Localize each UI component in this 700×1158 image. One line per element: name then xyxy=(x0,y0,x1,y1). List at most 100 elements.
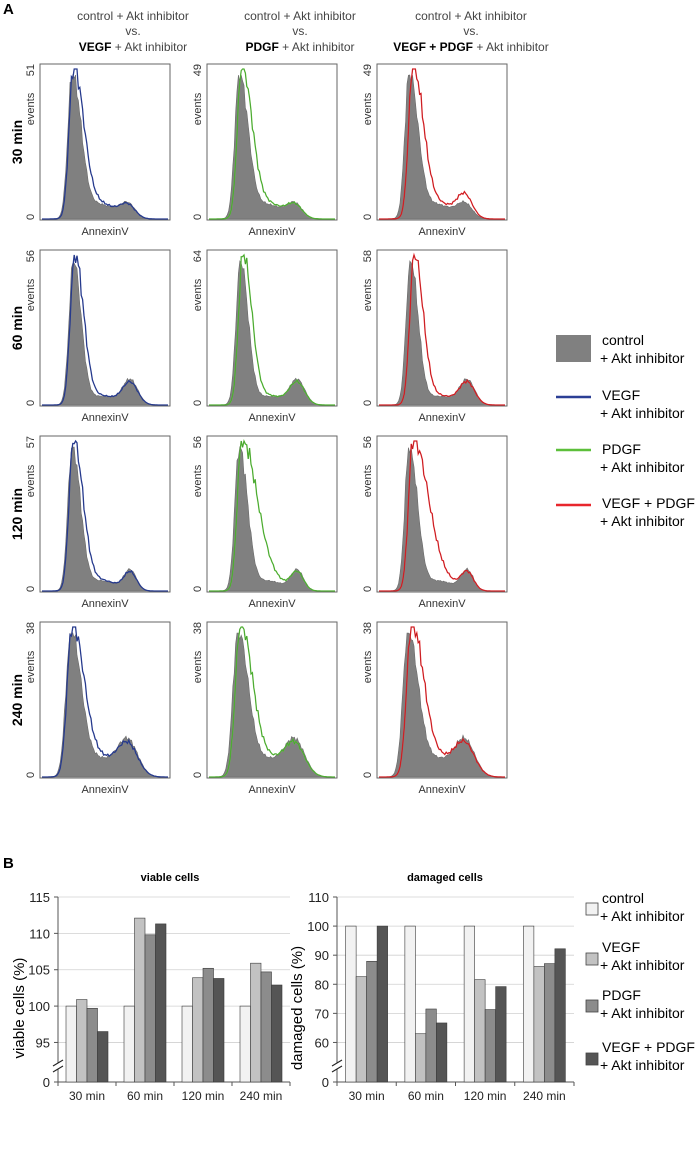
histogram-panel: events 58 0 AnnexinV xyxy=(362,249,508,424)
x-axis-label: AnnexinV xyxy=(248,412,296,424)
x-tick-label: 120 min xyxy=(464,1089,507,1103)
histogram-panel: events 56 0 AnnexinV xyxy=(25,249,171,424)
y-zero-tick: 0 xyxy=(192,586,204,592)
y-zero-tick: 0 xyxy=(25,586,37,592)
x-tick-label: 240 min xyxy=(523,1089,566,1103)
panel-b-legend: control + Akt inhibitor VEGF + Akt inhib… xyxy=(585,890,695,1073)
y-max-tick: 56 xyxy=(192,436,204,448)
damaged-chart-title: damaged cells xyxy=(407,872,483,884)
bar xyxy=(474,979,486,1083)
y-axis-label: events xyxy=(192,92,204,125)
x-tick-label: 30 min xyxy=(349,1089,385,1103)
legend-swatch-vegf-pdgf xyxy=(585,1052,599,1066)
column-header-line1: control + Akt inhibitor xyxy=(244,9,356,23)
legend-item-control: control + Akt inhibitor xyxy=(556,332,685,366)
y-max-tick: 38 xyxy=(25,622,37,634)
bar xyxy=(533,966,545,1083)
bar xyxy=(415,1033,427,1083)
bar xyxy=(239,1005,251,1083)
legend-label-line2: + Akt inhibitor xyxy=(600,513,685,529)
x-axis-label: AnnexinV xyxy=(418,784,466,796)
legend-item-vegf: VEGF + Akt inhibitor xyxy=(556,387,685,421)
y-zero-tick: 0 xyxy=(362,400,374,406)
bar xyxy=(463,925,475,1083)
legend-item-vegf-pdgf: VEGF + PDGF + Akt inhibitor xyxy=(585,1039,695,1073)
x-axis-label: AnnexinV xyxy=(81,412,129,424)
y-axis-label: events xyxy=(362,650,374,683)
histogram-frame xyxy=(376,435,508,593)
y-max-tick: 56 xyxy=(362,436,374,448)
damaged-cells-chart: 0 60 70 80 90 100 110 30 min 60 min 120 min 240 mi… xyxy=(307,890,575,1103)
x-axis-label: AnnexinV xyxy=(418,412,466,424)
histogram-panel: events 38 0 AnnexinV xyxy=(362,621,508,796)
y-tick-label: 110 xyxy=(308,890,329,905)
legend-label-line2: + Akt inhibitor xyxy=(600,350,685,366)
y-tick-label: 90 xyxy=(315,948,329,963)
treatment-histogram-line-shadow xyxy=(379,254,505,406)
x-axis-label: AnnexinV xyxy=(418,598,466,610)
y-tick-label: 115 xyxy=(29,890,50,905)
y-max-tick: 49 xyxy=(192,64,204,76)
y-zero-tick: 0 xyxy=(362,772,374,778)
y-zero-tick: 0 xyxy=(25,772,37,778)
treatment-histogram-line-shadow xyxy=(209,626,335,778)
histogram-frame xyxy=(376,621,508,779)
viable-chart-title: viable cells xyxy=(141,872,200,884)
bar xyxy=(65,1005,77,1083)
treatment-histogram-line-shadow xyxy=(42,254,168,406)
treatment-histogram-line-shadow xyxy=(209,440,335,592)
histogram-panel: events 49 0 AnnexinV xyxy=(362,63,508,238)
y-zero-tick: 0 xyxy=(192,772,204,778)
viable-cells-chart: 0 95 100 105 110 115 30 min 60 min 120 min 240 mi… xyxy=(28,890,291,1103)
legend-item-vegf-pdgf: VEGF + PDGF + Akt inhibitor xyxy=(556,495,695,529)
y-zero-tick: 0 xyxy=(192,400,204,406)
axis-break-mark xyxy=(331,1065,343,1073)
treatment-histogram-line-shadow xyxy=(42,68,168,220)
histogram-panel: events 51 0 AnnexinV xyxy=(25,63,171,238)
y-tick-label: 80 xyxy=(315,977,329,992)
histogram-frame xyxy=(39,63,171,221)
legend-label-line2: + Akt inhibitor xyxy=(600,459,685,475)
bar xyxy=(181,1005,193,1083)
column-header-pdgf: control + Akt inhibitor vs. PDGF + Akt i… xyxy=(244,9,356,54)
y-axis-label: events xyxy=(362,278,374,311)
treatment-histogram-line-shadow xyxy=(379,440,505,592)
panel-a-legend: control + Akt inhibitor VEGF + Akt inhib… xyxy=(556,332,695,529)
panel-b-bar-charts: 0 95 100 105 110 115 30 min 60 min 120 min 240 mi… xyxy=(28,890,575,1103)
y-tick-label: 0 xyxy=(322,1075,329,1090)
y-axis-label: events xyxy=(362,464,374,497)
bar xyxy=(554,948,566,1083)
bar xyxy=(260,971,272,1083)
legend-label-line1: VEGF + PDGF xyxy=(602,1039,695,1055)
y-axis-label: events xyxy=(192,278,204,311)
y-max-tick: 57 xyxy=(25,436,37,448)
bar xyxy=(436,1022,448,1083)
panel-a-histograms: events510AnnexinVevents490AnnexinVevents… xyxy=(25,63,508,796)
histogram-panel: events 56 0 AnnexinV xyxy=(362,435,508,610)
y-tick-label: 95 xyxy=(36,1035,50,1050)
column-header-line3: VEGF + PDGF + Akt inhibitor xyxy=(393,40,548,54)
bar xyxy=(86,1007,98,1083)
x-tick-label: 240 min xyxy=(240,1089,283,1103)
legend-label-line2: + Akt inhibitor xyxy=(600,957,685,973)
bar xyxy=(144,934,156,1083)
bar xyxy=(250,962,262,1083)
histogram-panel: events 56 0 AnnexinV xyxy=(192,435,338,610)
treatment-histogram-line-shadow xyxy=(42,626,168,778)
histogram-frame xyxy=(39,435,171,593)
column-header-line1: control + Akt inhibitor xyxy=(415,9,527,23)
row-label: 120 min xyxy=(9,488,25,540)
x-axis-label: AnnexinV xyxy=(248,784,296,796)
legend-label-line1: VEGF + PDGF xyxy=(602,495,695,511)
y-axis-label: events xyxy=(192,464,204,497)
y-max-tick: 58 xyxy=(362,250,374,262)
panel-b-label: B xyxy=(3,855,14,872)
bar xyxy=(123,1005,135,1083)
bar xyxy=(192,977,204,1083)
histogram-panel: events 49 0 AnnexinV xyxy=(192,63,338,238)
bar xyxy=(376,925,388,1083)
histogram-frame xyxy=(206,249,338,407)
legend-label-line2: + Akt inhibitor xyxy=(600,1005,685,1021)
x-axis-label: AnnexinV xyxy=(418,226,466,238)
